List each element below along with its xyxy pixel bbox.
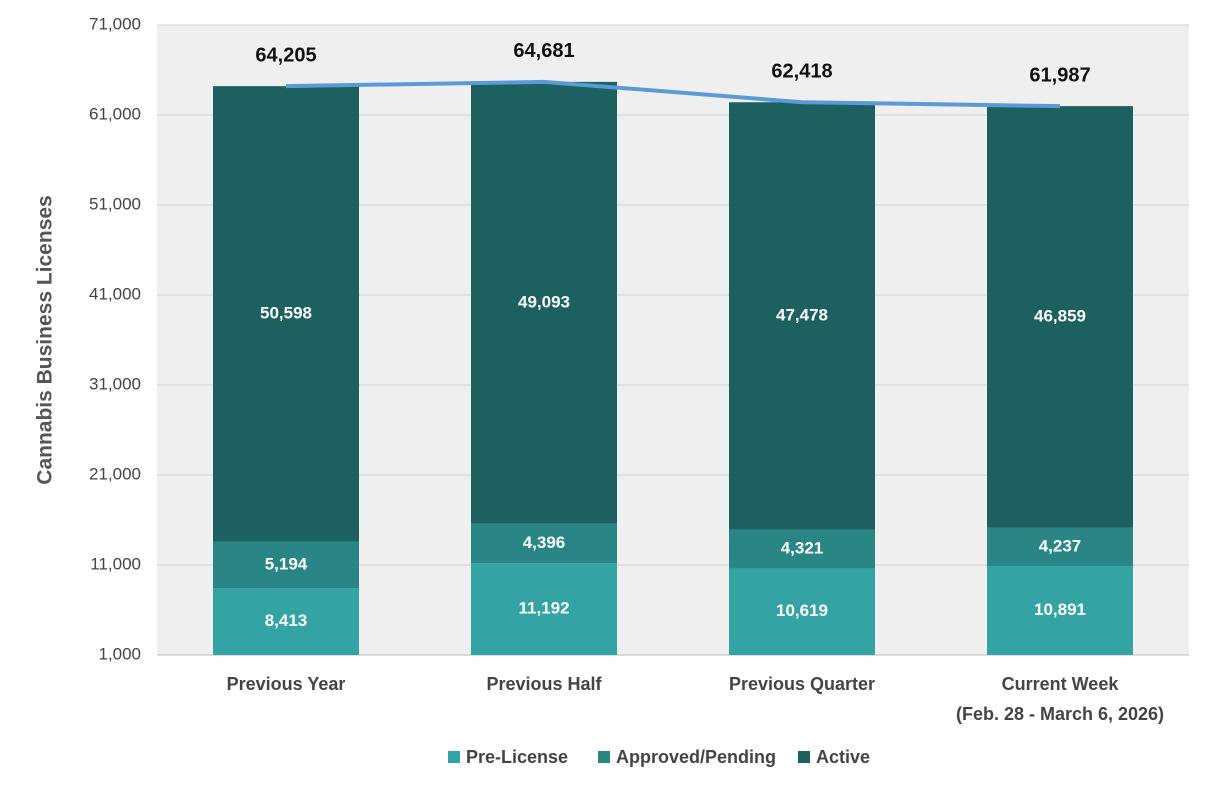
bar-segment xyxy=(729,102,875,530)
bar-segment xyxy=(729,568,875,655)
x-tick-label: Current Week xyxy=(1002,674,1120,694)
x-tick-label: Previous Quarter xyxy=(729,674,875,694)
bar-segment xyxy=(987,527,1133,566)
data-label: 5,194 xyxy=(265,554,308,573)
legend-swatch xyxy=(448,751,460,763)
y-tick-label: 31,000 xyxy=(89,374,141,393)
y-tick-label: 51,000 xyxy=(89,194,141,213)
legend-label: Pre-License xyxy=(466,747,568,767)
data-label: 8,413 xyxy=(265,611,308,630)
legend-label: Approved/Pending xyxy=(616,747,776,767)
x-tick-label: (Feb. 28 - March 6, 2026) xyxy=(956,704,1164,724)
y-tick-label: 21,000 xyxy=(89,464,141,483)
x-tick-label: Previous Half xyxy=(486,674,602,694)
y-tick-label: 61,000 xyxy=(89,104,141,123)
data-label: 46,859 xyxy=(1034,306,1086,325)
bar-segment xyxy=(213,86,359,542)
total-label: 61,987 xyxy=(1029,64,1090,86)
total-label: 62,418 xyxy=(771,61,832,83)
y-tick-label: 41,000 xyxy=(89,284,141,303)
bar-segment xyxy=(471,563,617,655)
data-label: 47,478 xyxy=(776,305,828,324)
data-label: 4,237 xyxy=(1039,536,1082,555)
bar-segment xyxy=(471,523,617,564)
y-tick-label: 1,000 xyxy=(98,644,141,663)
y-tick-label: 71,000 xyxy=(89,14,141,33)
bar-segment xyxy=(213,541,359,589)
y-tick-label: 11,000 xyxy=(90,554,141,573)
data-label: 11,192 xyxy=(518,599,569,618)
bar-segment xyxy=(987,565,1133,655)
data-label: 4,321 xyxy=(781,538,824,557)
bar-segment xyxy=(987,106,1133,528)
total-label: 64,205 xyxy=(255,44,316,66)
bar-segment xyxy=(729,529,875,569)
bar-segment xyxy=(213,588,359,655)
data-label: 50,598 xyxy=(260,303,312,322)
y-axis-title: Cannabis Business Licenses xyxy=(34,195,57,484)
data-label: 10,891 xyxy=(1034,600,1086,619)
legend-swatch xyxy=(798,751,810,763)
data-label: 4,396 xyxy=(523,533,566,552)
legend-label: Active xyxy=(816,747,870,767)
data-label: 49,093 xyxy=(518,292,570,311)
legend-swatch xyxy=(598,751,610,763)
x-tick-label: Previous Year xyxy=(227,674,346,694)
total-label: 64,681 xyxy=(513,40,574,62)
total-line xyxy=(285,79,1061,109)
data-label: 10,619 xyxy=(776,601,828,620)
bar-segment xyxy=(471,81,617,524)
